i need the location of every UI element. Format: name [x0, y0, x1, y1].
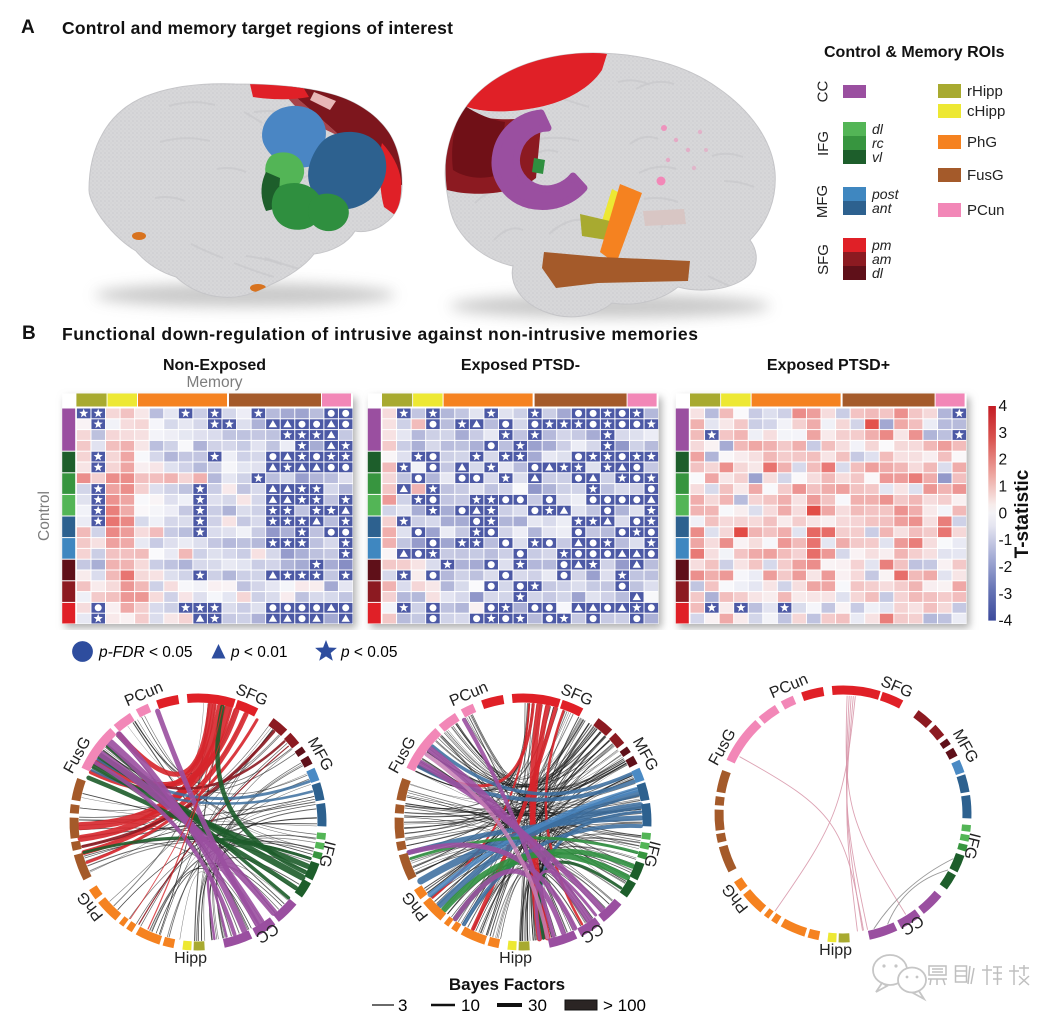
svg-text:-1: -1 [999, 532, 1013, 549]
svg-text:T-statistic: T-statistic [1012, 469, 1033, 558]
svg-text:10: 10 [461, 996, 480, 1015]
svg-text:-2: -2 [999, 559, 1013, 576]
svg-text:Hipp: Hipp [174, 950, 207, 967]
svg-text:1: 1 [999, 479, 1008, 496]
svg-text:Hipp: Hipp [499, 950, 532, 967]
svg-text:3: 3 [398, 996, 407, 1015]
svg-text:p-FDR < 0.05: p-FDR < 0.05 [98, 644, 192, 661]
svg-text:30: 30 [528, 996, 547, 1015]
svg-text:Hipp: Hipp [819, 942, 852, 959]
svg-text:-3: -3 [999, 586, 1013, 603]
svg-text:> 100: > 100 [603, 996, 646, 1015]
svg-text:IFG: IFG [315, 839, 338, 869]
svg-text:3: 3 [999, 425, 1008, 442]
svg-text:2: 2 [999, 452, 1008, 469]
svg-text:MFG: MFG [949, 727, 981, 766]
svg-text:CC: CC [898, 911, 927, 938]
svg-text:IFG: IFG [960, 831, 983, 861]
svg-text:-4: -4 [999, 613, 1013, 630]
svg-text:p < 0.05: p < 0.05 [340, 644, 397, 661]
svg-text:IFG: IFG [640, 839, 663, 869]
svg-text:4: 4 [999, 398, 1008, 415]
svg-text:p < 0.01: p < 0.01 [230, 644, 287, 661]
svg-text:MFG: MFG [629, 735, 661, 774]
svg-text:0: 0 [999, 505, 1008, 522]
svg-text:MFG: MFG [304, 735, 336, 774]
